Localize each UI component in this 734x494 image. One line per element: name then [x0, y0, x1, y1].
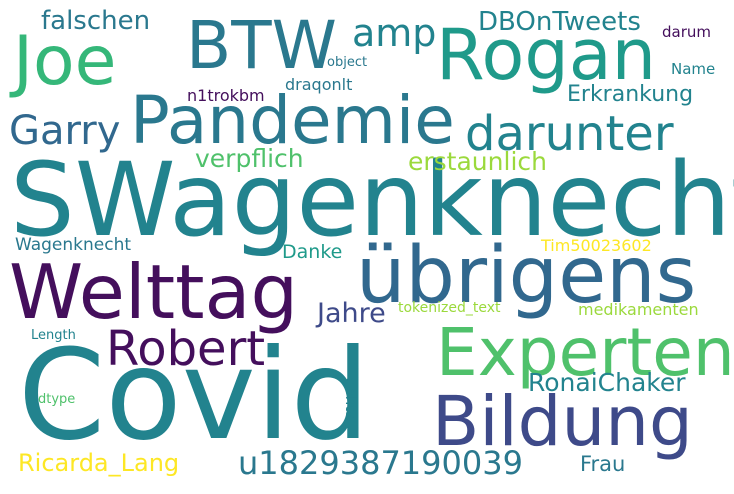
word-verpflich: verpflich — [195, 144, 304, 173]
word-rogan: Rogan — [436, 14, 657, 96]
word-length: Length — [31, 328, 76, 343]
word-experten: Experten — [436, 314, 734, 391]
word-medikamenten: medikamenten — [578, 300, 699, 319]
word-dbontweets: DBOnTweets — [478, 7, 641, 37]
word-pandemie: Pandemie — [130, 82, 455, 159]
word-robert: Robert — [106, 321, 266, 377]
word-garry: Garry — [9, 108, 121, 154]
word-frau: Frau — [580, 452, 626, 476]
word-amp: amp — [352, 11, 437, 55]
word-joe: Joe — [13, 22, 117, 101]
word-erkrankung: Erkrankung — [567, 82, 694, 107]
word-wagenknecht: Wagenknecht — [15, 235, 132, 255]
word-covid: Covid — [18, 323, 370, 468]
word-tokenized-text: tokenized_text — [398, 300, 501, 316]
word-name: Name — [671, 60, 716, 78]
word-darum: darum — [662, 23, 711, 41]
word-uebrigens: übrigens — [356, 231, 697, 321]
word-bildung: Bildung — [432, 382, 693, 462]
word-falschen: falschen — [41, 6, 151, 36]
word-swagenknecht: SWagenknecht — [10, 141, 734, 260]
word-u1829387190039: u1829387190039 — [238, 444, 523, 482]
word-welttag: Welttag — [9, 248, 299, 336]
word-danke: Danke — [282, 241, 343, 263]
word-darunter: darunter — [465, 106, 674, 162]
word-tim50023602: Tim50023602 — [541, 236, 652, 255]
word-btw: BTW — [186, 7, 337, 84]
word-object: object — [327, 55, 368, 70]
word-erstaunlich: erstaunlich — [408, 147, 547, 176]
word-ricarda-lang: Ricarda_Lang — [18, 449, 180, 477]
word-dtype: dtype — [38, 392, 76, 407]
word-gehts: gehts — [342, 377, 360, 419]
word-draqonlt: draqonlt — [285, 75, 353, 94]
word-n1trokbm: n1trokbm — [187, 86, 265, 105]
word-ronaichaker: RonaiChaker — [528, 368, 686, 397]
word-jahre: Jahre — [317, 298, 386, 329]
